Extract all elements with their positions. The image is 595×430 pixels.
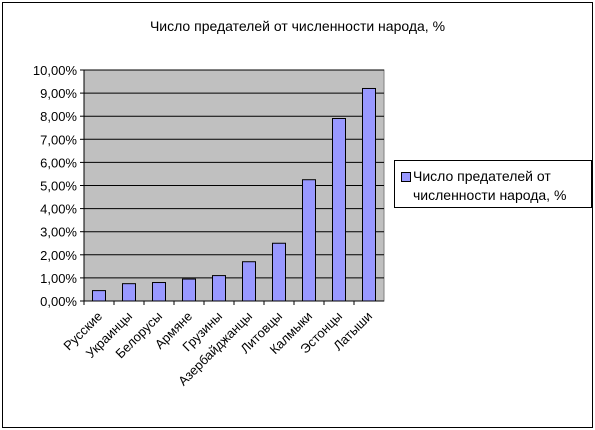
bar: [272, 242, 286, 302]
chart-title: Число предателей от численности народа, …: [149, 18, 446, 34]
y-tick-label: 10,00%: [33, 63, 78, 78]
legend-label: Число предателей от численности народа, …: [413, 168, 567, 203]
bar: [122, 283, 136, 302]
y-tick-label: 4,00%: [40, 202, 77, 217]
y-tick-label: 0,00%: [40, 294, 77, 309]
y-tick-label: 2,00%: [40, 248, 77, 263]
y-tick-label: 8,00%: [40, 109, 77, 124]
y-tick-label: 5,00%: [40, 179, 77, 194]
legend-swatch: [401, 172, 411, 182]
bar: [182, 278, 196, 302]
y-tick-label: 9,00%: [40, 86, 77, 101]
bar: [212, 275, 226, 302]
bar: [302, 179, 316, 302]
bar: [332, 118, 346, 302]
bar: [362, 87, 376, 302]
legend: Число предателей от численности народа, …: [394, 160, 592, 208]
bar: [242, 261, 256, 302]
y-tick-label: 6,00%: [40, 155, 77, 170]
y-tick-label: 3,00%: [40, 225, 77, 240]
y-tick-label: 7,00%: [40, 132, 77, 147]
y-tick-label: 1,00%: [40, 271, 77, 286]
bar: [152, 282, 166, 302]
bar: [92, 290, 106, 302]
